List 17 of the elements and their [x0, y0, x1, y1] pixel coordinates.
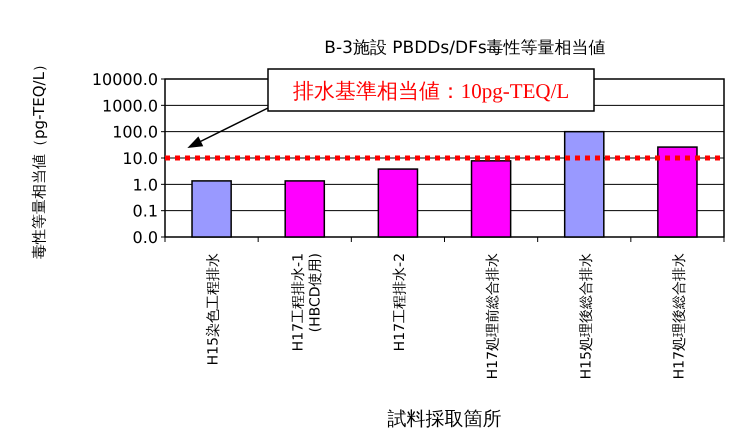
y-tick-label: 0.1	[132, 202, 158, 221]
y-axis-title: 毒性等量相当値（pg-TEQ/L）	[30, 57, 48, 259]
x-tick-label: H17処理後総合排水	[671, 253, 688, 380]
x-tick-label: H15染色工程排水	[206, 253, 222, 366]
y-tick-label: 10.0	[122, 149, 158, 168]
y-tick-label: 10000.0	[92, 70, 158, 89]
y-tick-label: 1.0	[132, 175, 158, 194]
chart-title: B-3施設 PBDDs/DFs毒性等量相当値	[324, 38, 606, 58]
y-tick-label: 1000.0	[102, 96, 158, 116]
x-tick-label: H17処理前総合排水	[485, 253, 502, 380]
x-tick-label: H17工程排水-1 (HBCD使用)	[290, 253, 324, 352]
x-tick-label: H15処理後総合排水	[578, 253, 594, 380]
ref-line-label: 排水基準相当値：10pg-TEQ/L	[292, 79, 570, 103]
x-tick-label: H17工程排水-2	[392, 253, 408, 352]
y-tick-label: 100.0	[112, 122, 158, 142]
y-tick-label: 0.0	[132, 228, 158, 247]
x-axis-title: 試料採取箇所	[388, 408, 502, 430]
